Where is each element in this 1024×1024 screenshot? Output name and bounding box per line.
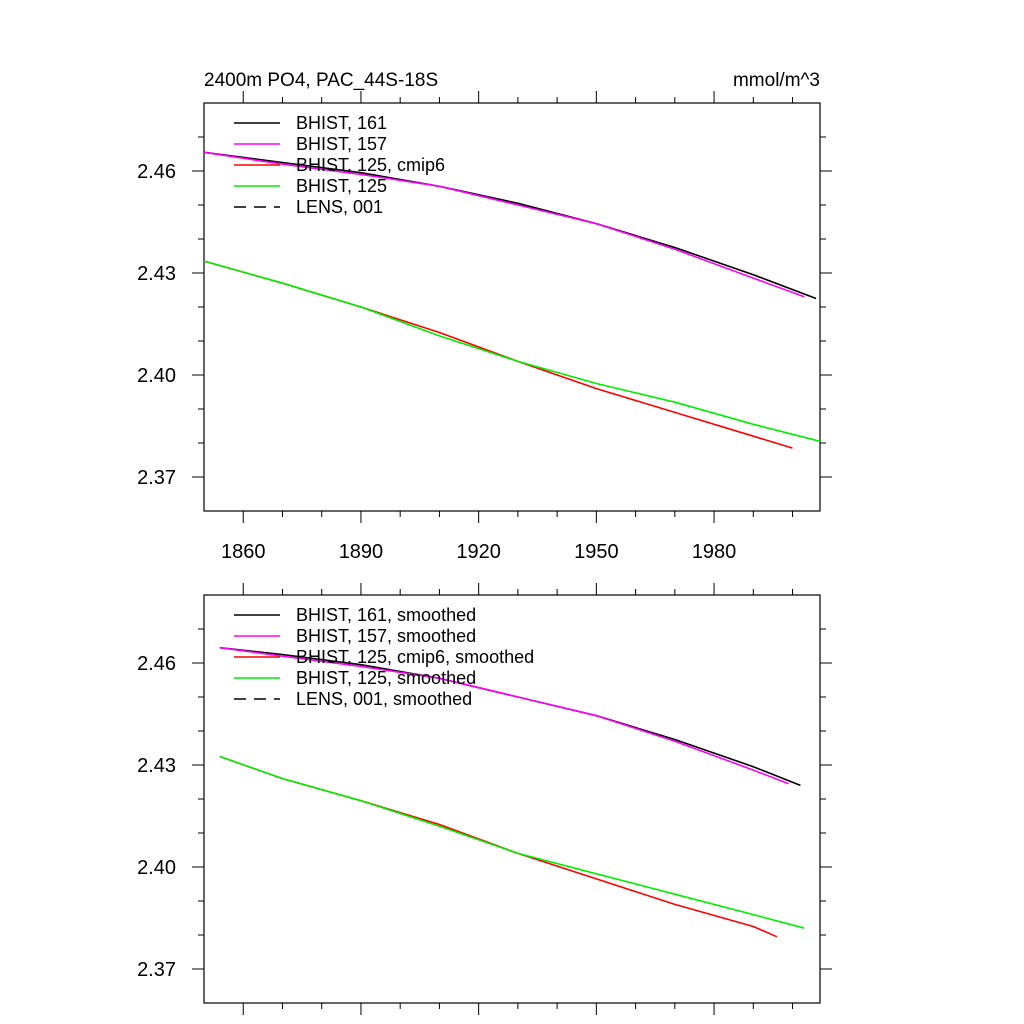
- units-label: mmol/m^3: [733, 70, 820, 91]
- top-panel: 2.37 2.40 2.43 2.46 1860 1890 1920 1950 1980 BHIS…: [137, 91, 832, 563]
- x-tick-label: 1890: [339, 541, 384, 563]
- x-tick-label: 1980: [692, 541, 737, 563]
- y-tick-label: 2.40: [137, 365, 176, 387]
- legend-label: BHIST, 125, cmip6, smoothed: [296, 647, 534, 667]
- x-tick-label: 1920: [456, 541, 501, 563]
- legend-label: BHIST, 125, smoothed: [296, 668, 476, 688]
- y-tick-label: 2.46: [137, 161, 176, 183]
- x-tick-label: 1950: [574, 541, 619, 563]
- y-tick-label: 2.40: [137, 857, 176, 879]
- series-line-3: [203, 260, 821, 443]
- series-line-1: [219, 646, 789, 785]
- legend-label: BHIST, 157: [296, 134, 387, 154]
- y-tick-label: 2.43: [137, 263, 176, 285]
- legend-label: BHIST, 161: [296, 113, 387, 133]
- y-tick-label: 2.37: [137, 959, 176, 981]
- series-line-3: [219, 755, 805, 929]
- series-line-0: [203, 151, 817, 300]
- y-tick-label: 2.46: [137, 653, 176, 675]
- y-tick-label: 2.37: [137, 467, 176, 489]
- y-tick-label: 2.43: [137, 755, 176, 777]
- legend-label: BHIST, 125, cmip6: [296, 155, 445, 175]
- legend-label: BHIST, 161, smoothed: [296, 605, 476, 625]
- chart-title: 2400m PO4, PAC_44S-18S: [204, 70, 438, 91]
- series-line-1: [203, 151, 805, 298]
- legend-label: LENS, 001, smoothed: [296, 689, 472, 709]
- legend-label: LENS, 001: [296, 197, 383, 217]
- legend-label: BHIST, 125: [296, 176, 387, 196]
- legend-label: BHIST, 157, smoothed: [296, 626, 476, 646]
- x-tick-label: 1860: [221, 541, 266, 563]
